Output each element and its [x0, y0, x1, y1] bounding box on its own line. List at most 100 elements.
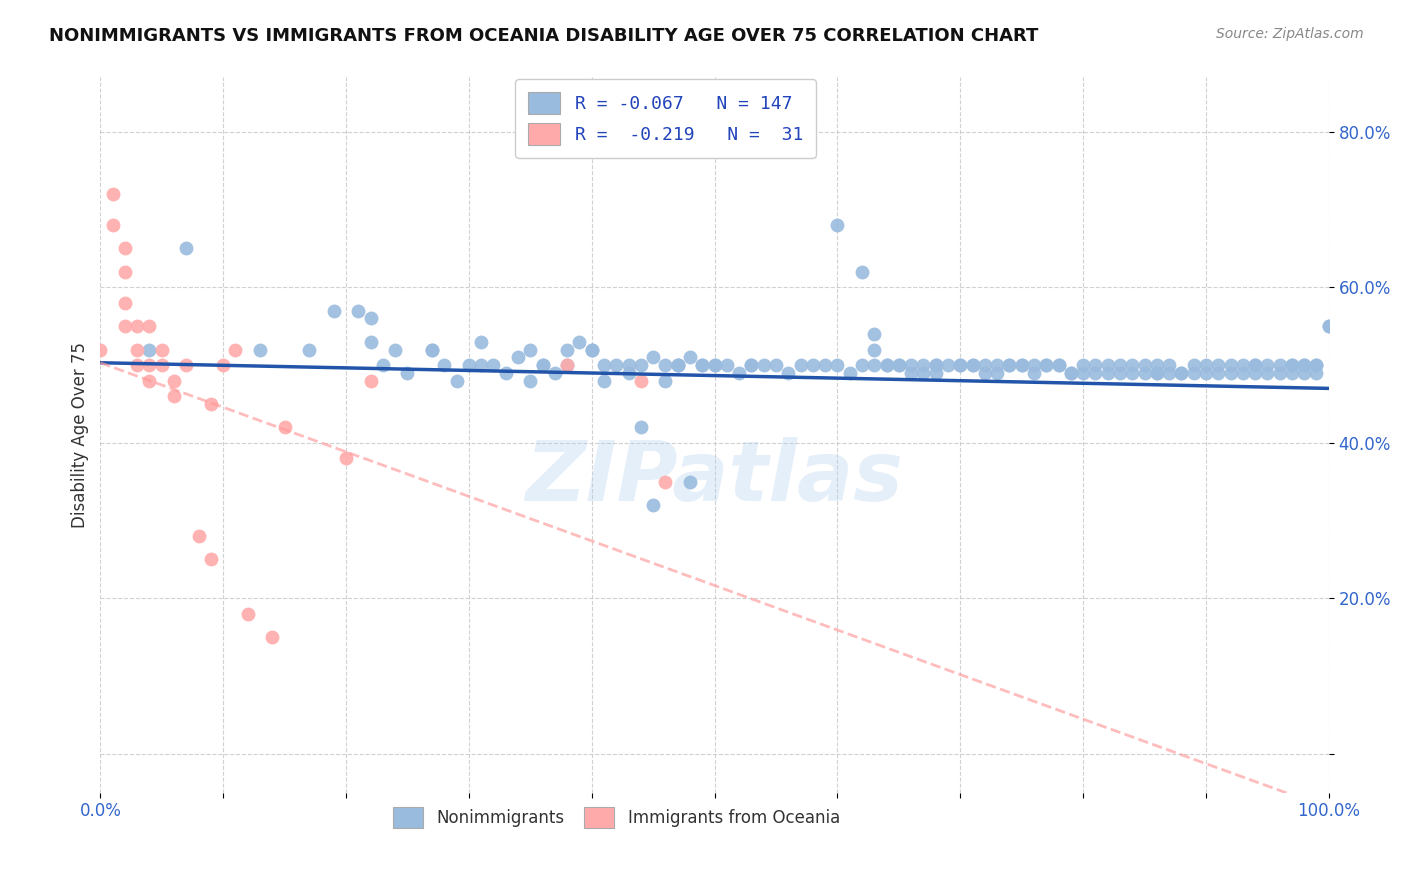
Point — [1047, 358, 1070, 372]
Point — [1121, 366, 1143, 380]
Point — [1244, 366, 1267, 380]
Point — [827, 218, 849, 232]
Point — [581, 343, 603, 357]
Point — [1317, 319, 1340, 334]
Point — [1084, 366, 1107, 380]
Point — [262, 630, 284, 644]
Point — [555, 358, 578, 372]
Point — [630, 374, 652, 388]
Point — [506, 351, 529, 365]
Point — [1317, 319, 1340, 334]
Point — [1011, 358, 1033, 372]
Point — [555, 358, 578, 372]
Point — [630, 358, 652, 372]
Point — [470, 334, 492, 349]
Point — [1294, 366, 1316, 380]
Point — [814, 358, 837, 372]
Point — [789, 358, 811, 372]
Point — [1157, 358, 1180, 372]
Point — [1294, 358, 1316, 372]
Y-axis label: Disability Age Over 75: Disability Age Over 75 — [72, 342, 89, 528]
Point — [1195, 366, 1218, 380]
Point — [679, 351, 702, 365]
Point — [924, 358, 946, 372]
Text: Source: ZipAtlas.com: Source: ZipAtlas.com — [1216, 27, 1364, 41]
Point — [876, 358, 898, 372]
Point — [1071, 366, 1094, 380]
Point — [666, 358, 689, 372]
Point — [617, 358, 640, 372]
Point — [703, 358, 725, 372]
Point — [176, 358, 198, 372]
Point — [1281, 358, 1303, 372]
Point — [101, 218, 124, 232]
Point — [949, 358, 972, 372]
Point — [827, 358, 849, 372]
Point — [555, 343, 578, 357]
Point — [1294, 358, 1316, 372]
Point — [1047, 358, 1070, 372]
Point — [114, 296, 136, 310]
Point — [101, 187, 124, 202]
Point — [1022, 366, 1045, 380]
Point — [973, 358, 995, 372]
Point — [187, 529, 209, 543]
Point — [150, 343, 173, 357]
Point — [360, 311, 382, 326]
Point — [138, 343, 160, 357]
Point — [851, 358, 873, 372]
Point — [1232, 358, 1254, 372]
Point — [1268, 366, 1291, 380]
Point — [778, 366, 800, 380]
Point — [887, 358, 910, 372]
Point — [912, 358, 935, 372]
Point — [1182, 366, 1205, 380]
Point — [1305, 358, 1327, 372]
Point — [200, 397, 222, 411]
Point — [1146, 358, 1168, 372]
Point — [1281, 358, 1303, 372]
Point — [1305, 366, 1327, 380]
Point — [1281, 366, 1303, 380]
Point — [900, 358, 922, 372]
Point — [1109, 358, 1132, 372]
Point — [1097, 358, 1119, 372]
Point — [1146, 366, 1168, 380]
Point — [962, 358, 984, 372]
Point — [138, 358, 160, 372]
Point — [1121, 358, 1143, 372]
Point — [643, 351, 665, 365]
Point — [127, 358, 149, 372]
Point — [519, 374, 541, 388]
Point — [690, 358, 713, 372]
Point — [176, 242, 198, 256]
Point — [482, 358, 505, 372]
Point — [654, 358, 676, 372]
Point — [752, 358, 775, 372]
Point — [127, 343, 149, 357]
Point — [495, 366, 517, 380]
Point — [446, 374, 468, 388]
Point — [617, 366, 640, 380]
Point — [1097, 366, 1119, 380]
Point — [1084, 358, 1107, 372]
Point — [531, 358, 554, 372]
Point — [273, 420, 295, 434]
Point — [335, 451, 357, 466]
Point — [1305, 358, 1327, 372]
Point — [163, 374, 186, 388]
Point — [1035, 358, 1057, 372]
Point — [1170, 366, 1192, 380]
Point — [679, 475, 702, 489]
Point — [666, 358, 689, 372]
Point — [89, 343, 111, 357]
Point — [1133, 366, 1156, 380]
Point — [863, 358, 886, 372]
Point — [544, 366, 567, 380]
Point — [360, 334, 382, 349]
Point — [1157, 366, 1180, 380]
Point — [1035, 358, 1057, 372]
Point — [949, 358, 972, 372]
Point — [360, 374, 382, 388]
Legend: Nonimmigrants, Immigrants from Oceania: Nonimmigrants, Immigrants from Oceania — [387, 801, 846, 834]
